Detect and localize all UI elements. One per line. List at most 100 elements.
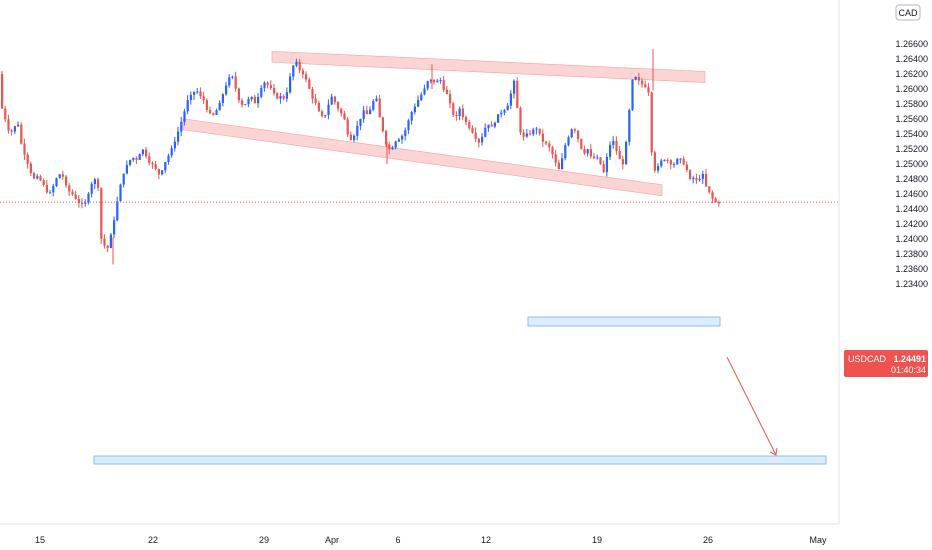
price-tick-label: 1.26400 xyxy=(895,54,928,64)
candle-body xyxy=(538,128,541,134)
candle-body xyxy=(465,117,468,123)
candle-body xyxy=(365,110,368,115)
candle-body xyxy=(570,129,573,138)
candle-body xyxy=(116,201,119,221)
candle-body xyxy=(535,128,538,130)
candle-body xyxy=(577,130,580,139)
time-tick-label: 15 xyxy=(35,535,45,545)
price-tick-label: 1.23800 xyxy=(895,249,928,259)
price-tick-label: 1.26000 xyxy=(895,84,928,94)
candle-body xyxy=(532,129,535,135)
candle-body xyxy=(29,163,32,174)
candle-body xyxy=(676,159,679,165)
candle-body xyxy=(708,186,711,193)
candle-body xyxy=(13,126,16,132)
lower-channel-band[interactable] xyxy=(182,118,663,197)
last-price-label: USDCAD 1.24491 01:40:34 xyxy=(844,350,928,377)
candle-body xyxy=(7,119,10,131)
currency-badge-label: CAD xyxy=(898,8,918,18)
time-axis[interactable]: 15 22 29 Apr 6 12 19 26 May xyxy=(35,535,827,545)
candle-body xyxy=(132,157,135,160)
time-tick-label: May xyxy=(809,535,827,545)
candle-body xyxy=(356,125,359,136)
candle-body xyxy=(183,111,186,122)
upper-channel-band[interactable] xyxy=(271,50,706,83)
candle-body xyxy=(631,79,634,110)
candle-body xyxy=(545,141,548,144)
candle-body xyxy=(247,99,250,105)
upper-support-zone[interactable] xyxy=(527,316,721,327)
lower-support-zone[interactable] xyxy=(93,455,827,465)
candle-body xyxy=(314,98,317,103)
currency-badge[interactable]: CAD xyxy=(895,4,921,21)
candle-body xyxy=(349,134,352,140)
candle-body xyxy=(148,156,151,164)
candle-body xyxy=(157,169,160,175)
candle-body xyxy=(337,102,340,109)
price-tick-label: 1.24400 xyxy=(895,204,928,214)
candle-body xyxy=(330,96,333,105)
candle-body xyxy=(695,177,698,181)
candle-body xyxy=(45,184,48,193)
candle-body xyxy=(215,110,218,115)
candle-body xyxy=(122,173,125,185)
candle-body xyxy=(87,193,90,203)
time-tick-label: 26 xyxy=(703,535,713,545)
candle-body xyxy=(647,87,650,93)
candle-body xyxy=(218,102,221,111)
candle-body xyxy=(705,173,708,187)
price-tick-label: 1.26200 xyxy=(895,69,928,79)
candle-body xyxy=(317,102,320,112)
candle-body xyxy=(340,108,343,114)
candle-body xyxy=(138,154,141,160)
zones-layer xyxy=(93,316,827,465)
candle-body xyxy=(397,139,400,142)
candle-body xyxy=(263,82,266,88)
candle-body xyxy=(202,96,205,101)
candle-body xyxy=(583,148,586,154)
price-tick-label: 1.25000 xyxy=(895,159,928,169)
candle-body xyxy=(580,138,583,149)
candle-body xyxy=(186,100,189,112)
candle-body xyxy=(103,238,106,246)
candle-body xyxy=(65,176,68,186)
candle-body xyxy=(500,112,503,115)
candle-body xyxy=(653,152,656,171)
candle-body xyxy=(439,80,442,82)
candle-body xyxy=(401,135,404,140)
candle-body xyxy=(253,96,256,104)
candle-body xyxy=(493,122,496,127)
candle-body xyxy=(378,98,381,118)
candle-body xyxy=(61,174,64,177)
candle-body xyxy=(529,133,532,135)
candle-body xyxy=(513,80,516,94)
candle-body xyxy=(596,157,599,159)
candle-body xyxy=(292,65,295,77)
candle-body xyxy=(141,149,144,155)
candle-body xyxy=(564,145,567,159)
candle-body xyxy=(289,76,292,93)
price-axis[interactable]: 1.26600 1.26400 1.26200 1.26000 1.25800 1.256… xyxy=(895,39,928,289)
candle-body xyxy=(241,100,244,105)
candle-body xyxy=(26,154,29,164)
candle-body xyxy=(586,149,589,154)
candle-body xyxy=(612,140,615,145)
candle-body xyxy=(701,173,704,179)
candle-body xyxy=(189,94,192,101)
candle-body xyxy=(429,79,432,82)
candle-body xyxy=(282,96,285,99)
candle-body xyxy=(106,245,109,248)
candle-body xyxy=(689,170,692,180)
candle-body xyxy=(221,94,224,103)
candle-body xyxy=(516,80,519,109)
candle-body xyxy=(260,87,263,97)
candle-body xyxy=(305,74,308,80)
candle-body xyxy=(461,108,464,118)
candle-body xyxy=(634,77,637,80)
candle-body xyxy=(605,156,608,173)
candle-body xyxy=(561,158,564,170)
candle-body xyxy=(717,201,720,204)
candle-body xyxy=(381,117,384,132)
candle-body xyxy=(637,77,640,81)
